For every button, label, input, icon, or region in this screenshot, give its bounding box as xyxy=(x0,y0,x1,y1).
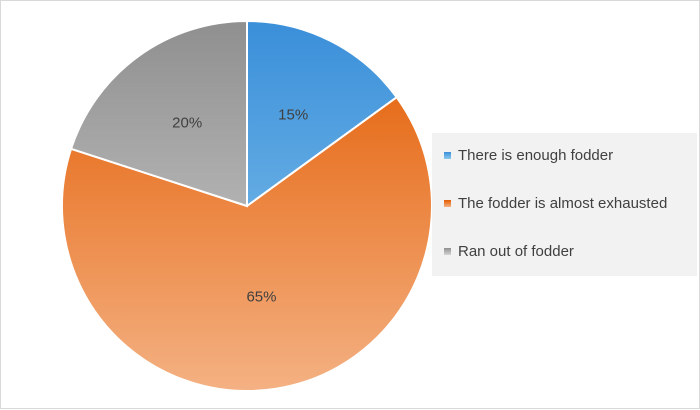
legend: There is enough fodder The fodder is alm… xyxy=(432,133,697,276)
legend-item-ran-out: Ran out of fodder xyxy=(444,243,574,260)
pie-slices xyxy=(61,19,433,392)
legend-item-enough-fodder: There is enough fodder xyxy=(444,147,613,164)
pie-data-labels: 15% 65% 20% xyxy=(172,106,308,305)
data-label-enough-fodder: 15% xyxy=(278,106,308,123)
legend-item-almost-exhausted: The fodder is almost exhausted xyxy=(444,195,667,212)
pie-slice-enough-fodder xyxy=(246,19,399,208)
legend-swatch-ran-out xyxy=(444,248,451,255)
data-label-almost-exhausted: 65% xyxy=(246,288,276,305)
legend-swatch-almost-exhausted xyxy=(444,200,451,207)
legend-label-almost-exhausted: The fodder is almost exhausted xyxy=(458,195,668,212)
legend-label-enough-fodder: There is enough fodder xyxy=(458,147,614,164)
pie-slice-ran-out xyxy=(69,19,248,208)
legend-swatch-enough-fodder xyxy=(444,152,451,159)
legend-label-ran-out: Ran out of fodder xyxy=(458,243,574,260)
pie-slice-almost-exhausted xyxy=(61,95,433,392)
data-label-ran-out: 20% xyxy=(172,115,202,132)
